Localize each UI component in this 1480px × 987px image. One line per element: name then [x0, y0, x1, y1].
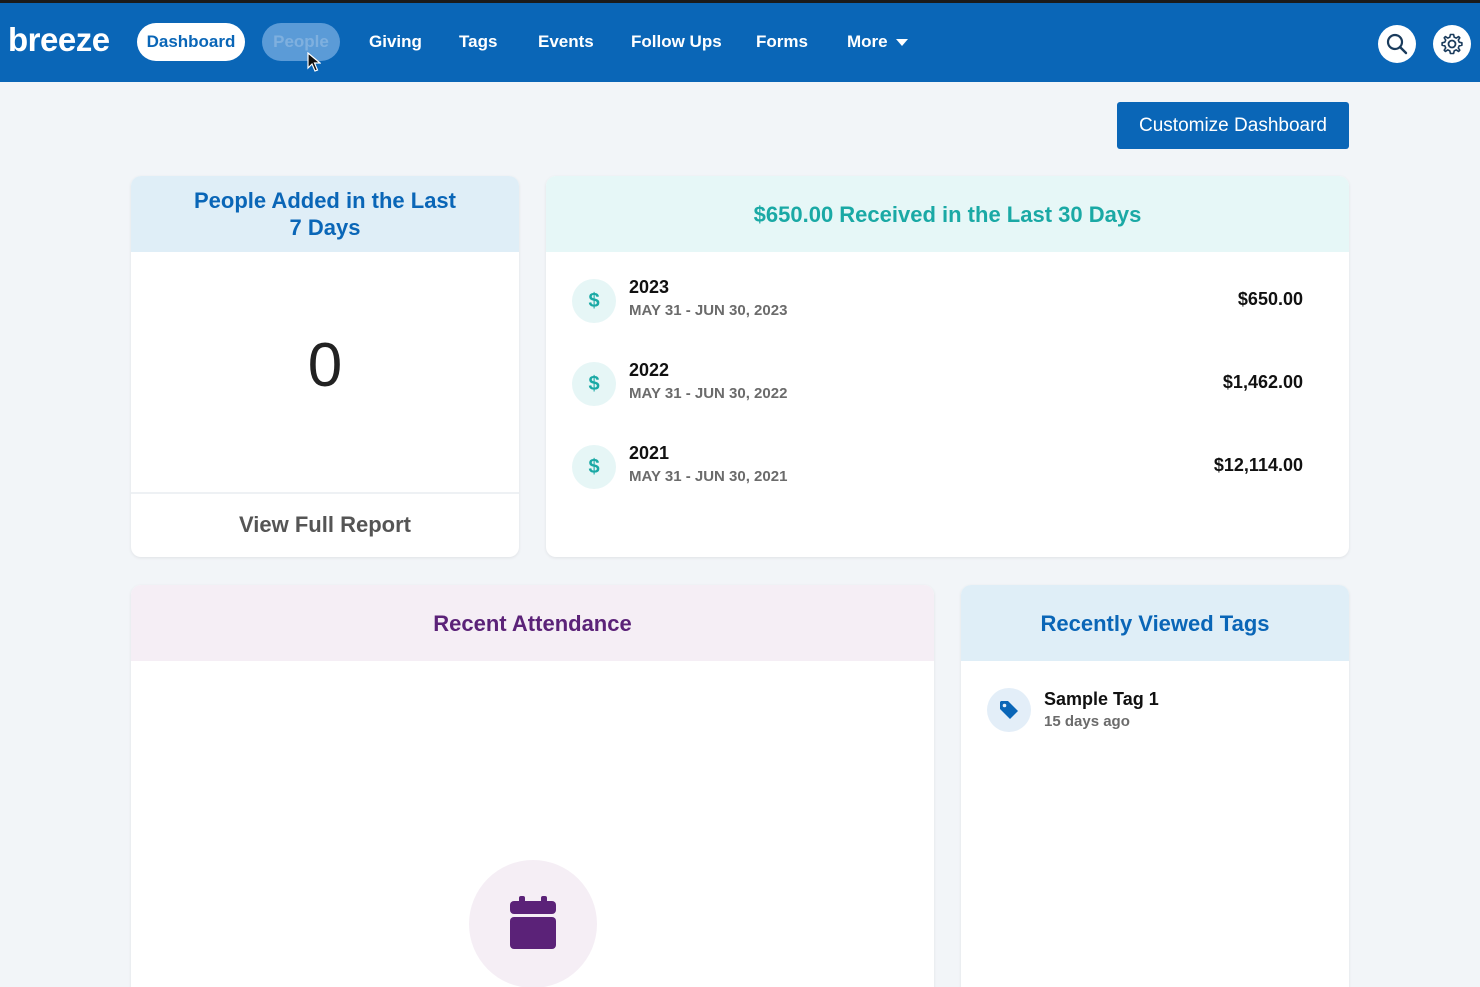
giving-summary-card: $650.00 Received in the Last 30 Days $ 2…: [546, 176, 1349, 557]
customize-dashboard-button[interactable]: Customize Dashboard: [1117, 102, 1349, 149]
giving-row[interactable]: $ 2021 MAY 31 - JUN 30, 2021 $12,114.00: [572, 443, 1312, 493]
dollar-icon: $: [572, 445, 616, 489]
tag-badge: [987, 688, 1031, 732]
giving-summary-title: $650.00 Received in the Last 30 Days: [546, 176, 1349, 252]
tag-name-link[interactable]: Sample Tag 1: [1044, 689, 1159, 709]
giving-row[interactable]: $ 2023 MAY 31 - JUN 30, 2023 $650.00: [572, 277, 1312, 327]
card-divider: [131, 492, 519, 494]
recent-tags-title: Recently Viewed Tags: [961, 585, 1349, 661]
dollar-icon: $: [572, 362, 616, 406]
giving-year: 2022: [629, 360, 670, 380]
nav-giving[interactable]: Giving: [369, 32, 422, 51]
nav-more[interactable]: More: [847, 23, 908, 61]
breeze-logo[interactable]: breeze: [8, 21, 110, 58]
tag-viewed-time: 15 days ago: [1044, 713, 1130, 730]
nav-tags[interactable]: Tags: [459, 32, 498, 51]
giving-year: 2023: [629, 277, 670, 297]
giving-year: 2021: [629, 443, 670, 463]
giving-range: MAY 31 - JUN 30, 2022: [629, 385, 788, 402]
nav-follow-ups[interactable]: Follow Ups: [631, 32, 722, 51]
top-nav: breeze Dashboard People Giving Tags Even…: [0, 0, 1480, 82]
people-added-count: 0: [307, 331, 343, 400]
calendar-icon: [510, 896, 556, 949]
nav-people[interactable]: People: [262, 23, 340, 61]
nav-more-label: More: [847, 32, 888, 51]
recent-attendance-card: Recent Attendance: [131, 585, 934, 987]
recent-attendance-title: Recent Attendance: [131, 585, 934, 661]
giving-amount: $650.00: [1237, 289, 1303, 309]
view-full-report-link[interactable]: View Full Report: [239, 512, 411, 537]
people-added-title-text: People Added in the Last 7 Days: [194, 188, 456, 240]
giving-row[interactable]: $ 2022 MAY 31 - JUN 30, 2022 $1,462.00: [572, 360, 1312, 410]
nav-dashboard[interactable]: Dashboard: [137, 23, 245, 61]
nav-forms[interactable]: Forms: [756, 32, 808, 51]
giving-range: MAY 31 - JUN 30, 2023: [629, 302, 788, 319]
giving-amount: $1,462.00: [1222, 372, 1303, 392]
tag-icon: [1000, 701, 1018, 719]
search-icon: [1386, 33, 1408, 55]
people-added-title: People Added in the Last 7 Days: [131, 176, 519, 252]
settings-button[interactable]: [1433, 25, 1471, 63]
nav-events[interactable]: Events: [538, 32, 594, 51]
dollar-icon: $: [572, 279, 616, 323]
search-button[interactable]: [1378, 25, 1416, 63]
chevron-down-icon: [895, 39, 908, 47]
gear-icon: [1441, 33, 1463, 55]
calendar-badge: [469, 860, 597, 987]
giving-amount: $12,114.00: [1213, 455, 1303, 475]
recent-tags-card: Recently Viewed Tags Sample Tag 1 15 day…: [961, 585, 1349, 987]
mouse-cursor-icon: [307, 52, 321, 72]
people-added-card: People Added in the Last 7 Days 0 View F…: [131, 176, 519, 557]
giving-range: MAY 31 - JUN 30, 2021: [629, 468, 788, 485]
